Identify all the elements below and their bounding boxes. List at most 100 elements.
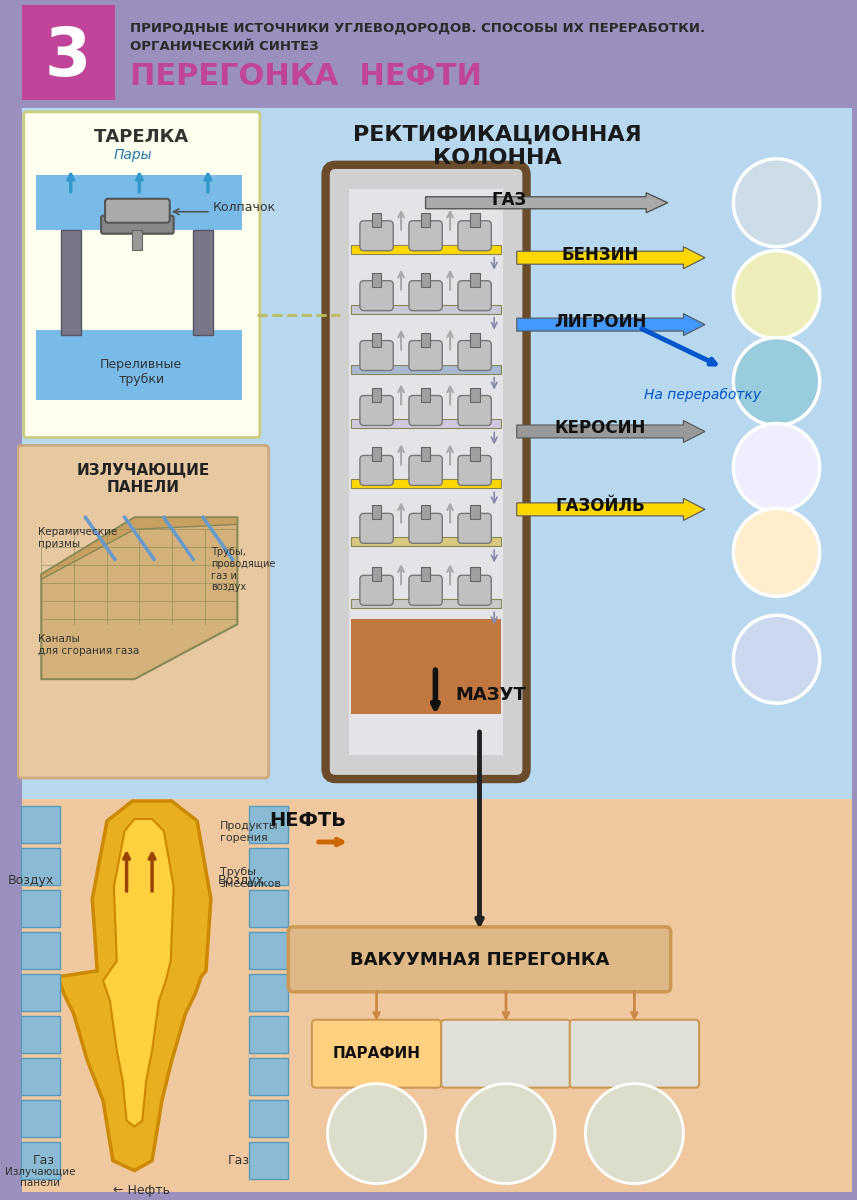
FancyBboxPatch shape: [372, 568, 381, 581]
FancyBboxPatch shape: [21, 799, 852, 1192]
Text: На переработку: На переработку: [644, 388, 762, 402]
Polygon shape: [58, 802, 211, 1170]
FancyBboxPatch shape: [470, 448, 480, 462]
Circle shape: [734, 509, 819, 596]
FancyBboxPatch shape: [249, 932, 288, 968]
FancyBboxPatch shape: [249, 1015, 288, 1052]
FancyBboxPatch shape: [21, 1099, 60, 1136]
FancyBboxPatch shape: [372, 212, 381, 227]
FancyBboxPatch shape: [458, 221, 491, 251]
FancyArrow shape: [426, 193, 668, 212]
FancyBboxPatch shape: [458, 396, 491, 426]
Text: Керамические
призмы: Керамические призмы: [39, 527, 117, 548]
Text: БЕНЗИН: БЕНЗИН: [561, 246, 638, 264]
Text: НЕФТЬ: НЕФТЬ: [270, 811, 347, 830]
FancyBboxPatch shape: [372, 448, 381, 462]
FancyBboxPatch shape: [249, 1141, 288, 1178]
FancyBboxPatch shape: [421, 212, 430, 227]
FancyBboxPatch shape: [409, 396, 442, 426]
Text: ВАКУУМНАЯ ПЕРЕГОНКА: ВАКУУМНАЯ ПЕРЕГОНКА: [350, 950, 609, 968]
FancyBboxPatch shape: [470, 568, 480, 581]
Text: ПАРАФИН: ПАРАФИН: [333, 1046, 421, 1061]
FancyBboxPatch shape: [21, 974, 60, 1010]
Circle shape: [734, 158, 819, 247]
FancyBboxPatch shape: [360, 396, 393, 426]
FancyArrow shape: [517, 313, 705, 336]
Text: Газ: Газ: [228, 1154, 249, 1168]
FancyBboxPatch shape: [409, 456, 442, 486]
FancyBboxPatch shape: [351, 305, 501, 313]
FancyBboxPatch shape: [351, 619, 501, 714]
Circle shape: [734, 251, 819, 338]
FancyBboxPatch shape: [458, 456, 491, 486]
Text: ПРИРОДНЫЕ ИСТОЧНИКИ УГЛЕВОДОРОДОВ. СПОСОБЫ ИХ ПЕРЕРАБОТКИ.: ПРИРОДНЫЕ ИСТОЧНИКИ УГЛЕВОДОРОДОВ. СПОСО…: [129, 22, 704, 35]
FancyBboxPatch shape: [458, 281, 491, 311]
Text: Пары: Пары: [113, 148, 152, 162]
FancyBboxPatch shape: [18, 445, 269, 778]
Polygon shape: [41, 517, 237, 580]
Text: КЕРОСИН: КЕРОСИН: [554, 420, 646, 438]
Text: ← Нефть: ← Нефть: [113, 1183, 170, 1196]
Text: ИЗЛУЧАЮЩИЕ
ПАНЕЛИ: ИЗЛУЧАЮЩИЕ ПАНЕЛИ: [76, 462, 210, 494]
FancyBboxPatch shape: [351, 538, 501, 546]
Text: ГАЗ: ГАЗ: [491, 191, 526, 209]
FancyBboxPatch shape: [21, 806, 60, 842]
FancyBboxPatch shape: [409, 514, 442, 544]
Text: РЕКТИФИКАЦИОННАЯ
КОЛОННА: РЕКТИФИКАЦИОННАЯ КОЛОННА: [353, 125, 641, 168]
FancyBboxPatch shape: [21, 1015, 60, 1052]
Text: МАЗУТ: МАЗУТ: [455, 686, 526, 704]
FancyArrow shape: [517, 420, 705, 443]
FancyBboxPatch shape: [194, 229, 213, 335]
FancyBboxPatch shape: [409, 281, 442, 311]
FancyBboxPatch shape: [360, 281, 393, 311]
FancyBboxPatch shape: [312, 1020, 441, 1087]
FancyArrow shape: [517, 247, 705, 269]
Circle shape: [734, 616, 819, 703]
Text: Трубы
змеевиков: Трубы змеевиков: [219, 866, 282, 888]
FancyBboxPatch shape: [360, 456, 393, 486]
Text: Воздух: Воздух: [8, 875, 54, 888]
FancyBboxPatch shape: [458, 514, 491, 544]
Polygon shape: [41, 517, 237, 679]
FancyBboxPatch shape: [372, 505, 381, 520]
FancyBboxPatch shape: [249, 974, 288, 1010]
FancyBboxPatch shape: [421, 272, 430, 287]
FancyBboxPatch shape: [21, 932, 60, 968]
FancyBboxPatch shape: [372, 272, 381, 287]
FancyBboxPatch shape: [351, 420, 501, 428]
FancyBboxPatch shape: [360, 575, 393, 605]
Text: ЛИГРОИН: ЛИГРОИН: [554, 313, 646, 331]
FancyBboxPatch shape: [470, 332, 480, 347]
Circle shape: [327, 1084, 426, 1183]
FancyBboxPatch shape: [288, 926, 671, 992]
FancyBboxPatch shape: [570, 1020, 699, 1087]
Text: Трубы,
проводящие
газ и
воздух: Трубы, проводящие газ и воздух: [211, 547, 275, 592]
FancyBboxPatch shape: [36, 330, 243, 400]
Polygon shape: [103, 820, 174, 1127]
FancyBboxPatch shape: [351, 365, 501, 373]
Text: Переливные
трубки: Переливные трубки: [100, 358, 183, 385]
FancyBboxPatch shape: [372, 388, 381, 402]
FancyBboxPatch shape: [421, 568, 430, 581]
FancyBboxPatch shape: [421, 332, 430, 347]
FancyBboxPatch shape: [249, 1057, 288, 1094]
Text: Продукты
горения: Продукты горения: [219, 821, 279, 842]
FancyBboxPatch shape: [249, 848, 288, 884]
FancyBboxPatch shape: [470, 505, 480, 520]
Text: 3: 3: [45, 24, 91, 90]
FancyBboxPatch shape: [421, 388, 430, 402]
FancyBboxPatch shape: [409, 575, 442, 605]
FancyBboxPatch shape: [351, 599, 501, 608]
FancyBboxPatch shape: [458, 575, 491, 605]
Text: Излучающие
панели: Излучающие панели: [5, 1166, 75, 1188]
FancyBboxPatch shape: [17, 0, 857, 104]
FancyBboxPatch shape: [36, 175, 243, 229]
FancyBboxPatch shape: [249, 806, 288, 842]
FancyBboxPatch shape: [360, 341, 393, 371]
FancyBboxPatch shape: [421, 505, 430, 520]
Text: Воздух: Воздух: [218, 875, 264, 888]
Circle shape: [734, 424, 819, 511]
FancyBboxPatch shape: [326, 164, 526, 779]
FancyArrow shape: [517, 498, 705, 521]
FancyBboxPatch shape: [349, 188, 503, 755]
